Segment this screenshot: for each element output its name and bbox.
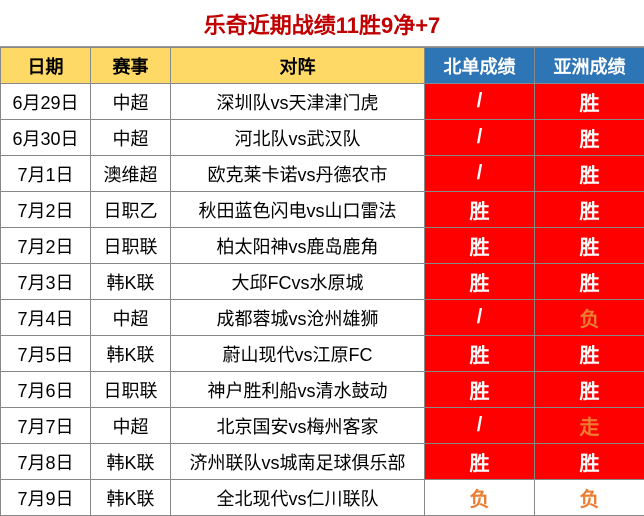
cell-asia-result: 胜	[535, 192, 644, 228]
cell-date: 7月2日	[1, 228, 91, 264]
cell-bei-result: 胜	[425, 228, 535, 264]
table-row: 7月3日韩K联大邱FCvs水原城胜胜	[1, 264, 644, 300]
cell-asia-result: 胜	[535, 372, 644, 408]
cell-match: 神户胜利船vs清水鼓动	[171, 372, 425, 408]
table-row: 7月5日韩K联蔚山现代vs江原FC胜胜	[1, 336, 644, 372]
cell-match: 柏太阳神vs鹿岛鹿角	[171, 228, 425, 264]
cell-date: 7月4日	[1, 300, 91, 336]
table-row: 6月29日中超深圳队vs天津津门虎/胜	[1, 84, 644, 120]
cell-league: 韩K联	[91, 336, 171, 372]
cell-league: 韩K联	[91, 264, 171, 300]
col-league: 赛事	[91, 48, 171, 84]
table-row: 7月8日韩K联济州联队vs城南足球俱乐部胜胜	[1, 444, 644, 480]
cell-date: 7月1日	[1, 156, 91, 192]
cell-league: 中超	[91, 84, 171, 120]
cell-bei-result: /	[425, 156, 535, 192]
cell-bei-result: 胜	[425, 336, 535, 372]
cell-league: 韩K联	[91, 480, 171, 516]
col-match: 对阵	[171, 48, 425, 84]
cell-bei-result: 胜	[425, 264, 535, 300]
table-body: 6月29日中超深圳队vs天津津门虎/胜6月30日中超河北队vs武汉队/胜7月1日…	[1, 84, 644, 516]
cell-bei-result: 胜	[425, 444, 535, 480]
cell-asia-result: 胜	[535, 336, 644, 372]
cell-asia-result: 胜	[535, 444, 644, 480]
col-bei: 北单成绩	[425, 48, 535, 84]
cell-match: 成都蓉城vs沧州雄狮	[171, 300, 425, 336]
cell-match: 济州联队vs城南足球俱乐部	[171, 444, 425, 480]
cell-league: 日职乙	[91, 192, 171, 228]
cell-league: 中超	[91, 408, 171, 444]
table-row: 6月30日中超河北队vs武汉队/胜	[1, 120, 644, 156]
cell-date: 7月7日	[1, 408, 91, 444]
cell-date: 6月30日	[1, 120, 91, 156]
cell-asia-result: 走	[535, 408, 644, 444]
cell-bei-result: /	[425, 84, 535, 120]
table-row: 7月4日中超成都蓉城vs沧州雄狮/负	[1, 300, 644, 336]
cell-match: 深圳队vs天津津门虎	[171, 84, 425, 120]
cell-date: 7月3日	[1, 264, 91, 300]
cell-asia-result: 胜	[535, 264, 644, 300]
cell-match: 秋田蓝色闪电vs山口雷法	[171, 192, 425, 228]
cell-date: 7月2日	[1, 192, 91, 228]
cell-league: 中超	[91, 300, 171, 336]
cell-match: 蔚山现代vs江原FC	[171, 336, 425, 372]
cell-league: 澳维超	[91, 156, 171, 192]
cell-league: 韩K联	[91, 444, 171, 480]
page-title: 乐奇近期战绩11胜9净+7	[0, 0, 644, 47]
results-table: 日期 赛事 对阵 北单成绩 亚洲成绩 6月29日中超深圳队vs天津津门虎/胜6月…	[0, 47, 644, 516]
cell-match: 河北队vs武汉队	[171, 120, 425, 156]
cell-date: 7月5日	[1, 336, 91, 372]
cell-asia-result: 胜	[535, 120, 644, 156]
cell-bei-result: /	[425, 120, 535, 156]
cell-date: 6月29日	[1, 84, 91, 120]
cell-asia-result: 胜	[535, 84, 644, 120]
cell-bei-result: /	[425, 300, 535, 336]
cell-league: 日职联	[91, 228, 171, 264]
cell-bei-result: /	[425, 408, 535, 444]
table-row: 7月6日日职联神户胜利船vs清水鼓动胜胜	[1, 372, 644, 408]
cell-bei-result: 胜	[425, 192, 535, 228]
cell-date: 7月8日	[1, 444, 91, 480]
cell-bei-result: 胜	[425, 372, 535, 408]
table-row: 7月2日日职乙秋田蓝色闪电vs山口雷法胜胜	[1, 192, 644, 228]
cell-asia-result: 负	[535, 480, 644, 516]
cell-asia-result: 胜	[535, 228, 644, 264]
cell-match: 欧克莱卡诺vs丹德农市	[171, 156, 425, 192]
col-asia: 亚洲成绩	[535, 48, 644, 84]
cell-league: 中超	[91, 120, 171, 156]
table-row: 7月2日日职联柏太阳神vs鹿岛鹿角胜胜	[1, 228, 644, 264]
cell-match: 大邱FCvs水原城	[171, 264, 425, 300]
col-date: 日期	[1, 48, 91, 84]
cell-date: 7月6日	[1, 372, 91, 408]
cell-asia-result: 负	[535, 300, 644, 336]
cell-bei-result: 负	[425, 480, 535, 516]
table-row: 7月1日澳维超欧克莱卡诺vs丹德农市/胜	[1, 156, 644, 192]
cell-match: 全北现代vs仁川联队	[171, 480, 425, 516]
cell-league: 日职联	[91, 372, 171, 408]
cell-match: 北京国安vs梅州客家	[171, 408, 425, 444]
results-container: 乐奇近期战绩11胜9净+7 日期 赛事 对阵 北单成绩 亚洲成绩 6月29日中超…	[0, 0, 644, 516]
cell-date: 7月9日	[1, 480, 91, 516]
table-row: 7月7日中超北京国安vs梅州客家/走	[1, 408, 644, 444]
table-header-row: 日期 赛事 对阵 北单成绩 亚洲成绩	[1, 48, 644, 84]
table-row: 7月9日韩K联全北现代vs仁川联队负负	[1, 480, 644, 516]
cell-asia-result: 胜	[535, 156, 644, 192]
